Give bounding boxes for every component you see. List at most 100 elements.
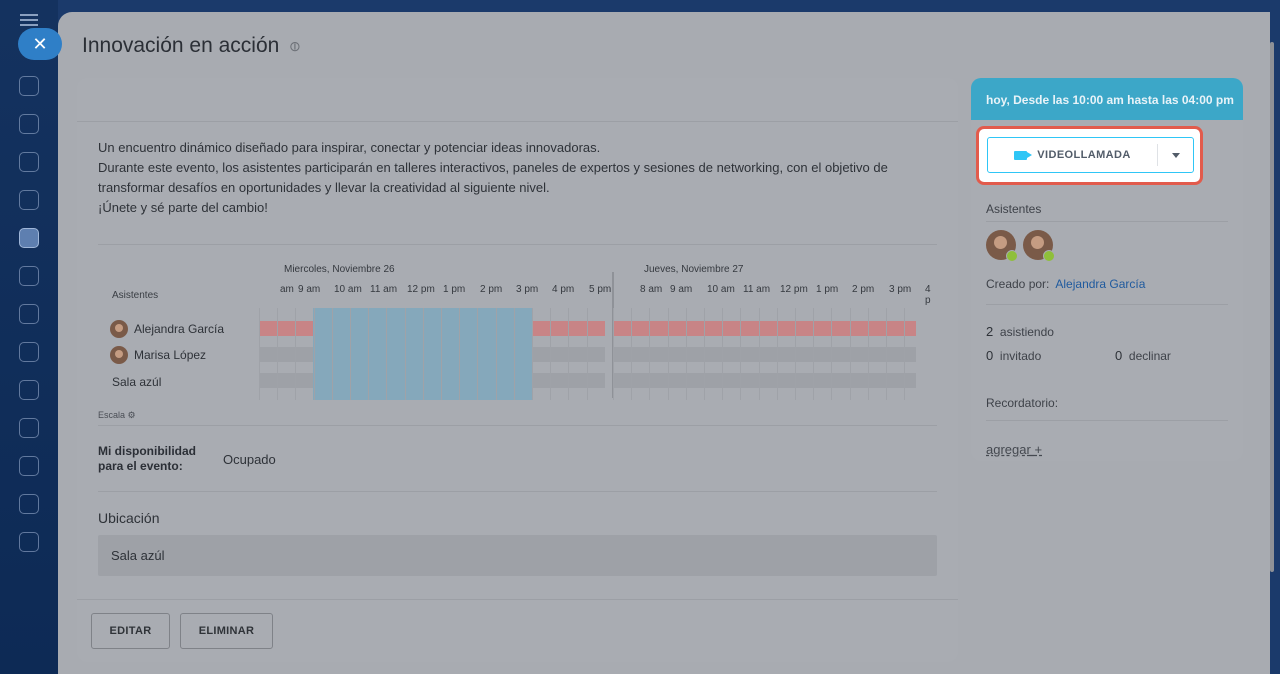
description-line: Un encuentro dinámico diseñado para insp… xyxy=(98,140,601,155)
hour-label: 11 am xyxy=(370,284,398,295)
reminder-label: Recordatorio: xyxy=(986,396,1059,410)
page-title: Innovación en acción xyxy=(82,34,280,57)
hour-label: am xyxy=(280,284,294,295)
accepted-icon xyxy=(1006,250,1018,262)
hour-label: 10 am xyxy=(334,284,362,295)
grid-line xyxy=(759,308,760,400)
hour-label: 12 pm xyxy=(780,284,808,295)
video-call-button[interactable]: VIDEOLLAMADA xyxy=(987,137,1194,173)
card-top-strip xyxy=(77,78,958,122)
grid-line xyxy=(686,308,687,400)
scheduler-room-label: Sala azúl xyxy=(112,375,162,389)
grid-line xyxy=(314,308,315,400)
event-side-panel: hoy, Desde las 10:00 am hasta las 04:00 … xyxy=(971,78,1243,461)
divider xyxy=(98,244,937,245)
grid-line xyxy=(477,308,478,400)
grid-line xyxy=(831,308,832,400)
free-band xyxy=(613,347,916,362)
card-icon[interactable] xyxy=(19,342,39,362)
grid-line xyxy=(514,308,515,400)
bot-icon[interactable] xyxy=(19,532,39,552)
hour-label: 3 pm xyxy=(516,284,539,295)
divider xyxy=(986,304,1228,305)
creator-link[interactable]: Alejandra García xyxy=(1055,277,1146,291)
edit-button[interactable]: EDITAR xyxy=(91,613,170,649)
hour-label: 8 am xyxy=(640,284,663,295)
free-band xyxy=(613,373,916,388)
hour-label: 2 pm xyxy=(480,284,503,295)
video-call-label: VIDEOLLAMADA xyxy=(1037,149,1131,161)
event-slider-panel: Innovación en acción ⊘ Un encuentro diná… xyxy=(58,12,1274,674)
checklist-icon[interactable] xyxy=(19,456,39,476)
attending-stat: 2 asistiendo xyxy=(986,324,1054,339)
app-sidebar xyxy=(0,0,58,674)
availability-scheduler: Miercoles, Noviembre 26 Jueves, Noviembr… xyxy=(98,258,938,420)
avatar[interactable] xyxy=(986,230,1018,262)
scheduler-attendee-row: Alejandra García xyxy=(110,320,224,338)
avatar[interactable] xyxy=(1023,230,1055,262)
event-description: Un encuentro dinámico diseñado para insp… xyxy=(98,138,938,218)
location-title: Ubicación xyxy=(98,510,160,526)
gear-icon[interactable]: ⚙ xyxy=(127,410,136,420)
grid-line xyxy=(740,308,741,400)
avatar xyxy=(110,346,128,364)
location-value: Sala azúl xyxy=(98,535,937,576)
availability-value[interactable]: Ocupado xyxy=(223,452,276,467)
grid-line xyxy=(704,308,705,400)
calendar-icon[interactable] xyxy=(19,228,39,248)
divider xyxy=(98,425,937,426)
hour-label: 9 am xyxy=(670,284,693,295)
grid-line xyxy=(904,308,905,400)
video-call-highlight: VIDEOLLAMADA xyxy=(976,126,1203,185)
divider xyxy=(77,599,958,600)
button-split xyxy=(1157,144,1158,166)
chat-icon[interactable] xyxy=(19,152,39,172)
grid-line xyxy=(631,308,632,400)
declined-stat: 0 declinar xyxy=(1115,348,1171,363)
close-icon: ✕ xyxy=(32,33,48,54)
link-icon[interactable]: ⊘ xyxy=(285,35,305,56)
grid-line xyxy=(441,308,442,400)
crm-icon[interactable] xyxy=(19,190,39,210)
busy-band xyxy=(613,321,916,336)
created-by: Creado por: Alejandra García xyxy=(986,277,1146,291)
hour-label: 9 am xyxy=(298,284,321,295)
grid-line xyxy=(332,308,333,400)
grid-line xyxy=(423,308,424,400)
users-icon[interactable] xyxy=(19,418,39,438)
scale-label: Escala ⚙ xyxy=(98,410,136,420)
video-call-main[interactable]: VIDEOLLAMADA xyxy=(988,149,1157,161)
mail-icon[interactable] xyxy=(19,380,39,400)
camera-icon xyxy=(1014,150,1033,160)
availability-label: Mi disponibilidad para el evento: xyxy=(98,444,196,473)
divider xyxy=(986,221,1228,222)
plus-icon: + xyxy=(1034,442,1043,457)
scheduler-attendees-title: Asistentes xyxy=(112,290,159,301)
grid-line xyxy=(550,308,551,400)
filter-icon[interactable] xyxy=(19,494,39,514)
title-row: Innovación en acción ⊘ xyxy=(82,34,305,58)
event-time-header: hoy, Desde las 10:00 am hasta las 04:00 … xyxy=(971,78,1243,120)
event-time-block[interactable] xyxy=(313,308,532,400)
divider xyxy=(98,491,937,492)
menu-icon[interactable] xyxy=(20,14,38,26)
close-button[interactable]: ✕ xyxy=(18,28,62,60)
board-icon[interactable] xyxy=(19,304,39,324)
tasks-icon[interactable] xyxy=(19,114,39,134)
documents-icon[interactable] xyxy=(19,266,39,286)
description-line: transformar desafíos en oportunidades y … xyxy=(98,180,550,195)
grid-line xyxy=(886,308,887,400)
day-label: Jueves, Noviembre 27 xyxy=(644,264,744,275)
event-details-card: Un encuentro dinámico diseñado para insp… xyxy=(77,78,958,662)
feed-icon[interactable] xyxy=(19,76,39,96)
avatar xyxy=(110,320,128,338)
add-reminder-link[interactable]: agregar + xyxy=(986,442,1043,457)
day-label: Miercoles, Noviembre 26 xyxy=(284,264,395,275)
hour-label: 5 pm xyxy=(589,284,612,295)
grid-line xyxy=(405,308,406,400)
hour-label: 1 pm xyxy=(816,284,839,295)
grid-line xyxy=(813,308,814,400)
hour-label: 11 am xyxy=(743,284,771,295)
delete-button[interactable]: ELIMINAR xyxy=(180,613,273,649)
video-call-dropdown[interactable] xyxy=(1158,152,1193,158)
